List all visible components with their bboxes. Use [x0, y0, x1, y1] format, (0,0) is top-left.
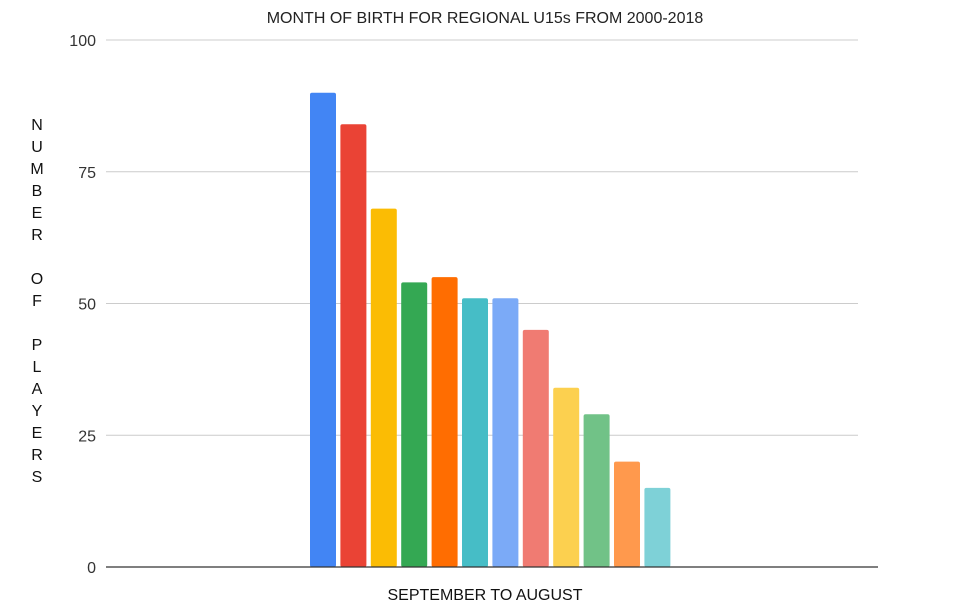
- bar: [310, 92, 336, 567]
- x-axis-label: SEPTEMBER TO AUGUST: [387, 587, 582, 604]
- bar: [522, 329, 549, 567]
- y-tick-label: 50: [78, 297, 96, 314]
- y-tick-label: 0: [87, 560, 96, 577]
- bar: [614, 461, 640, 567]
- bar: [370, 208, 397, 567]
- bar: [340, 124, 367, 568]
- y-tick-label: 75: [78, 165, 96, 182]
- bar: [644, 487, 671, 567]
- bar: [583, 414, 610, 567]
- bar: [462, 298, 488, 567]
- bar: [553, 387, 580, 567]
- y-tick-labels: 0 25 50 75 100: [69, 33, 96, 577]
- y-tick-label: 100: [69, 33, 96, 50]
- chart-title: MONTH OF BIRTH FOR REGIONAL U15s FROM 20…: [267, 10, 704, 27]
- bars: [310, 92, 671, 568]
- y-tick-label: 25: [78, 428, 96, 445]
- bar: [431, 277, 458, 567]
- bar: [492, 298, 519, 567]
- bar: [401, 282, 428, 567]
